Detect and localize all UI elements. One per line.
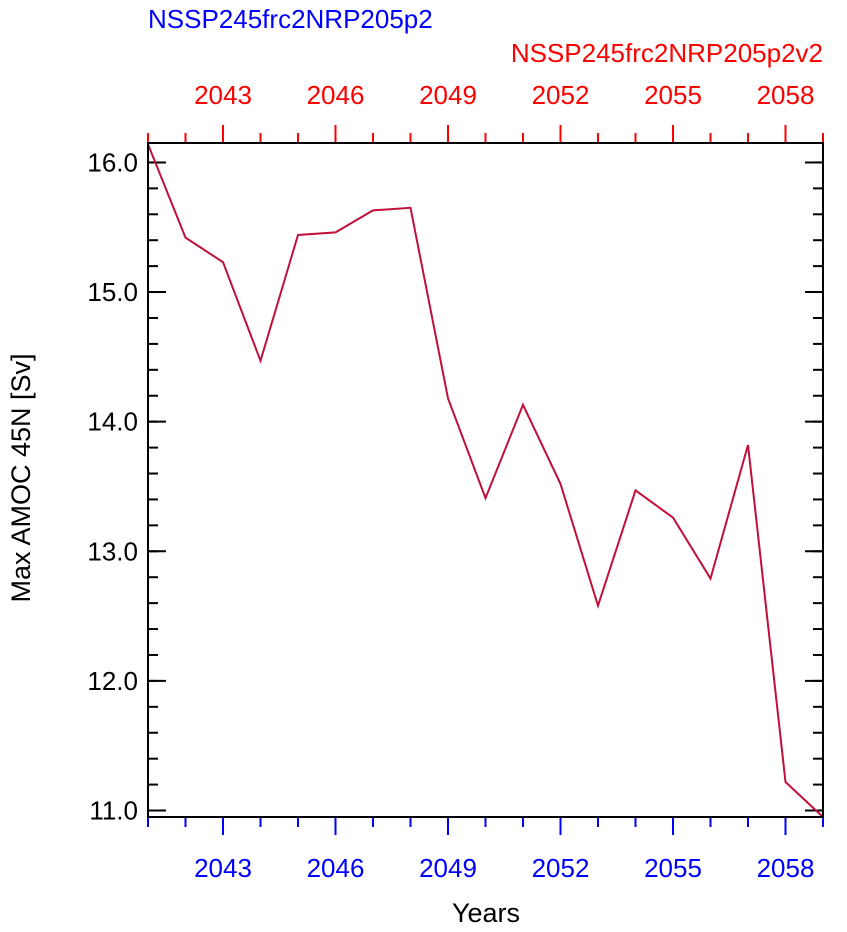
plot-frame bbox=[147, 142, 824, 818]
x-tick-label-top: 2049 bbox=[419, 80, 477, 110]
x-tick-label-top: 2058 bbox=[757, 80, 815, 110]
tick-marks bbox=[147, 125, 824, 835]
x-tick-label-top: 2043 bbox=[194, 80, 252, 110]
y-tick-label: 13.0 bbox=[87, 536, 138, 566]
series-line bbox=[147, 143, 824, 818]
y-tick-label: 12.0 bbox=[87, 666, 138, 696]
tick-labels: 2043 2043 2046 2046 2049 2049 2052 2052 2055 2055… bbox=[87, 80, 814, 883]
x-tick-label-bottom: 2055 bbox=[644, 853, 702, 883]
x-tick-label-bottom: 2049 bbox=[419, 853, 477, 883]
x-tick-label-bottom: 2043 bbox=[194, 853, 252, 883]
x-tick-label-bottom: 2052 bbox=[532, 853, 590, 883]
y-axis-label: Max AMOC 45N [Sv] bbox=[6, 353, 36, 602]
y-tick-label: 15.0 bbox=[87, 277, 138, 307]
x-tick-label-bottom: 2058 bbox=[757, 853, 815, 883]
x-tick-label-top: 2055 bbox=[644, 80, 702, 110]
x-tick-label-bottom: 2046 bbox=[307, 853, 365, 883]
y-tick-label: 16.0 bbox=[87, 147, 138, 177]
y-tick-label: 11.0 bbox=[89, 796, 138, 826]
chart-title-left: NSSP245frc2NRP205p2 bbox=[148, 4, 433, 34]
x-tick-label-top: 2046 bbox=[307, 80, 365, 110]
x-axis-label: Years bbox=[452, 898, 520, 928]
y-tick-label: 14.0 bbox=[87, 407, 138, 437]
chart-title-right: NSSP245frc2NRP205p2v2 bbox=[511, 38, 823, 68]
x-tick-label-top: 2052 bbox=[532, 80, 590, 110]
series-layer bbox=[147, 143, 824, 818]
